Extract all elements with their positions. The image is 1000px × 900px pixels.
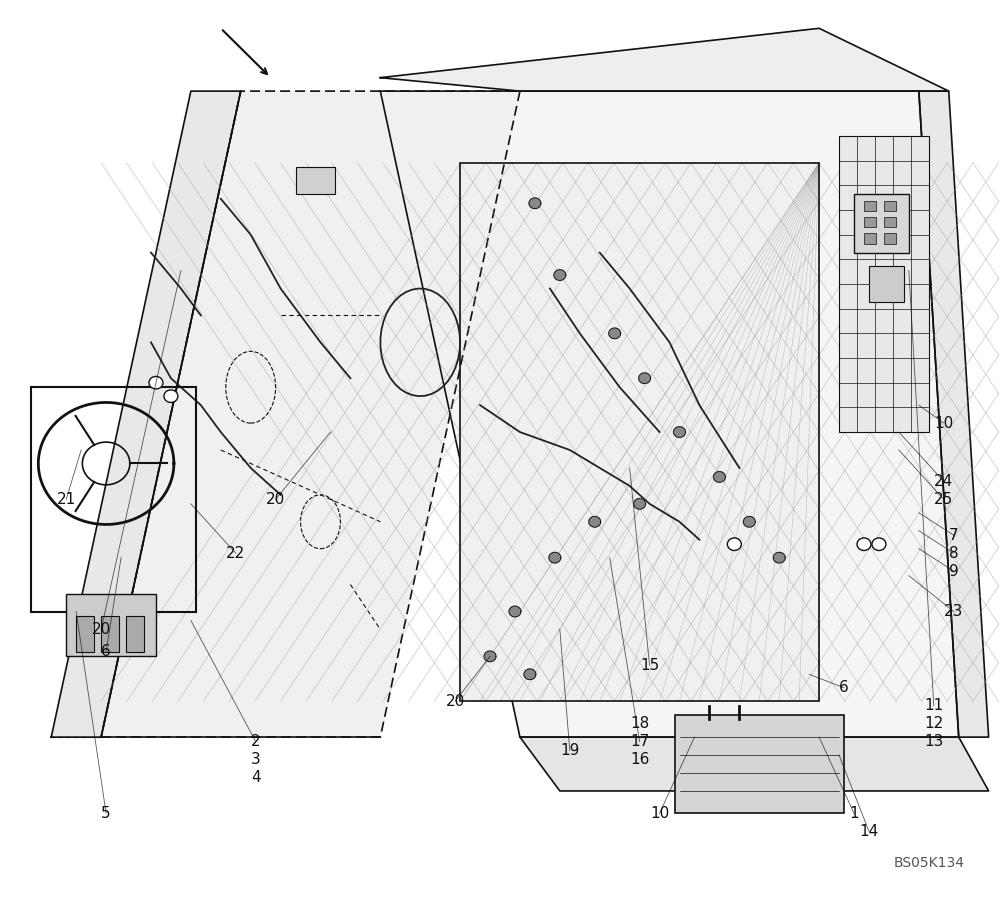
Text: 24: 24 xyxy=(934,474,953,489)
Circle shape xyxy=(857,538,871,551)
Polygon shape xyxy=(520,737,989,791)
Bar xyxy=(884,217,896,228)
Bar xyxy=(839,136,929,432)
Bar xyxy=(101,616,119,652)
Polygon shape xyxy=(524,669,536,680)
Text: 18: 18 xyxy=(630,716,649,731)
Text: 17: 17 xyxy=(630,734,649,749)
Text: 20: 20 xyxy=(266,491,285,507)
Text: 20: 20 xyxy=(91,622,111,637)
FancyBboxPatch shape xyxy=(675,715,844,814)
Text: 11: 11 xyxy=(924,698,943,713)
Text: 10: 10 xyxy=(650,806,669,821)
Text: 9: 9 xyxy=(949,563,959,579)
Polygon shape xyxy=(589,517,601,527)
Text: 3: 3 xyxy=(251,752,261,767)
Text: 1: 1 xyxy=(849,806,859,821)
Text: 7: 7 xyxy=(949,527,959,543)
Text: 14: 14 xyxy=(859,824,879,839)
Bar xyxy=(460,163,819,701)
Bar xyxy=(31,387,196,611)
Polygon shape xyxy=(609,328,621,338)
Polygon shape xyxy=(549,553,561,563)
Text: 2: 2 xyxy=(251,734,260,749)
Polygon shape xyxy=(743,517,755,527)
Polygon shape xyxy=(919,91,989,737)
Polygon shape xyxy=(380,91,959,737)
Text: 6: 6 xyxy=(101,644,111,660)
Text: 23: 23 xyxy=(944,604,963,619)
Circle shape xyxy=(149,376,163,389)
Text: 5: 5 xyxy=(101,806,111,821)
Text: 4: 4 xyxy=(251,770,260,785)
Bar xyxy=(864,233,876,244)
Bar xyxy=(76,616,94,652)
Bar xyxy=(864,217,876,228)
Text: 16: 16 xyxy=(630,752,649,767)
Polygon shape xyxy=(639,373,651,383)
Text: 21: 21 xyxy=(57,491,76,507)
Polygon shape xyxy=(713,472,725,482)
Circle shape xyxy=(727,538,741,551)
Polygon shape xyxy=(529,198,541,209)
Text: 13: 13 xyxy=(924,734,943,749)
Polygon shape xyxy=(101,91,520,737)
Polygon shape xyxy=(380,28,949,91)
Text: 22: 22 xyxy=(226,545,245,561)
Polygon shape xyxy=(634,499,646,509)
Bar xyxy=(884,201,896,212)
Text: 15: 15 xyxy=(640,658,659,673)
Polygon shape xyxy=(509,606,521,616)
Text: BS05K134: BS05K134 xyxy=(893,856,964,869)
Text: 10: 10 xyxy=(934,416,953,430)
Bar xyxy=(854,194,909,253)
Bar xyxy=(869,266,904,302)
Polygon shape xyxy=(773,553,785,563)
Polygon shape xyxy=(51,91,241,737)
Text: 12: 12 xyxy=(924,716,943,731)
Text: 6: 6 xyxy=(839,680,849,696)
Text: 8: 8 xyxy=(949,545,959,561)
Bar xyxy=(460,163,819,701)
Polygon shape xyxy=(484,651,496,661)
Bar xyxy=(66,594,156,656)
Circle shape xyxy=(164,390,178,402)
Bar xyxy=(884,233,896,244)
Bar xyxy=(864,201,876,212)
Polygon shape xyxy=(674,427,685,437)
Bar xyxy=(126,616,144,652)
Text: 19: 19 xyxy=(560,743,579,758)
Circle shape xyxy=(872,538,886,551)
Bar xyxy=(296,167,335,194)
Text: 25: 25 xyxy=(934,491,953,507)
Text: 20: 20 xyxy=(446,694,465,708)
Polygon shape xyxy=(554,270,566,281)
